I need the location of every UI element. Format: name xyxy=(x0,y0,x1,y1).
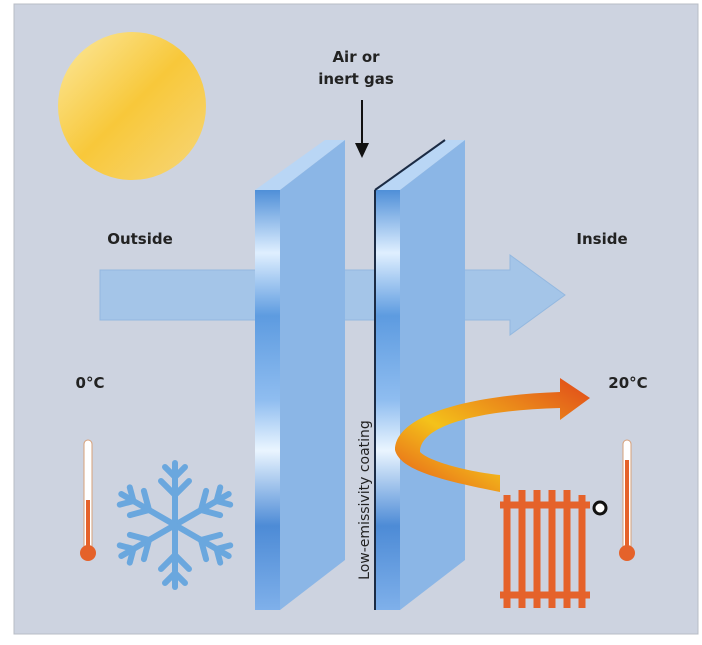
air-gap-label: Air or xyxy=(332,48,380,66)
inside-temp: 20°C xyxy=(608,374,647,392)
coating-label: Low-emissivity coating xyxy=(357,420,373,580)
diagram: Air or inert gas Outside Inside 0°C 20°C… xyxy=(0,0,702,645)
glass-pane-inner xyxy=(375,140,465,610)
inside-label: Inside xyxy=(576,230,627,248)
sun xyxy=(58,32,206,180)
air-gap-label: inert gas xyxy=(318,70,394,88)
page: Air or inert gas Outside Inside 0°C 20°C… xyxy=(0,0,702,645)
glass-pane-outer xyxy=(255,140,345,610)
outside-temp: 0°C xyxy=(76,374,105,392)
outside-label: Outside xyxy=(107,230,173,248)
